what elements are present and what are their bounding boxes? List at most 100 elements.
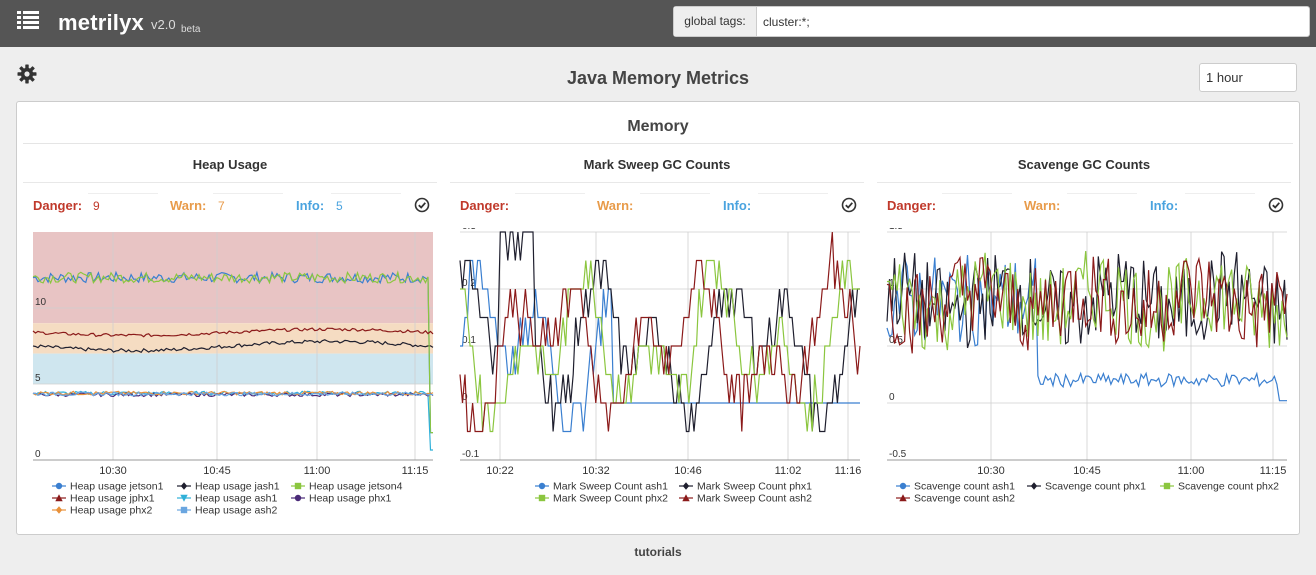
danger-input[interactable] — [515, 193, 585, 217]
series-line — [886, 250, 1288, 352]
y-tick-label: -0.1 — [462, 449, 480, 460]
x-tick-label: 10:45 — [1073, 465, 1101, 477]
y-tick-label: 5 — [35, 373, 41, 384]
time-window-input[interactable] — [1199, 63, 1297, 92]
legend-item[interactable]: Heap usage jetson4 — [309, 481, 403, 493]
panel-title: Memory — [627, 118, 689, 135]
series-line — [886, 254, 1287, 402]
legend-item[interactable]: Heap usage phx2 — [70, 505, 152, 517]
scavenge-chart: -0.5 0 0.5 1 1.5 10:30 10:45 11:00 11:15 Scavenge… — [886, 228, 1288, 505]
x-tick-label: 11:02 — [775, 465, 802, 477]
gear-icon[interactable] — [17, 64, 37, 84]
legend-marker — [180, 494, 188, 502]
legend-item[interactable]: Mark Sweep Count ash1 — [553, 481, 668, 493]
memory-panel: Memory Heap Usage Danger: Warn: Info: 0 5… — [16, 101, 1300, 535]
legend-item[interactable]: Heap usage jetson1 — [70, 481, 164, 493]
x-tick-label: 10:46 — [674, 465, 702, 477]
legend-item[interactable]: Heap usage phx1 — [309, 493, 391, 505]
info-input[interactable] — [331, 193, 401, 217]
y-tick-label: 1.5 — [889, 228, 903, 232]
warn-input[interactable] — [213, 193, 283, 217]
graph-heap-usage: Heap Usage Danger: Warn: Info: 0 5 10 10:30… — [23, 144, 437, 532]
legend-item[interactable]: Scavenge count phx2 — [1178, 481, 1279, 493]
info-band — [33, 353, 433, 384]
global-tags-group: global tags: — [673, 6, 1310, 37]
danger-input[interactable] — [942, 193, 1012, 217]
legend-marker — [180, 506, 188, 514]
danger-label: Danger: — [460, 198, 510, 213]
legend-item[interactable]: Heap usage jphx1 — [70, 493, 155, 505]
menu-list-icon[interactable] — [17, 10, 39, 30]
y-tick-label: 10 — [35, 297, 47, 308]
threshold-bar: Danger: Warn: Info: — [450, 193, 864, 217]
global-tags-label: global tags: — [674, 7, 757, 36]
app-name[interactable]: metrilyx — [58, 10, 144, 35]
series-line — [459, 231, 861, 433]
info-label: Info: — [296, 198, 325, 213]
danger-input[interactable] — [88, 193, 158, 217]
series-line — [32, 270, 433, 434]
x-tick-label: 11:16 — [835, 465, 862, 477]
legend-marker — [1163, 482, 1171, 490]
global-tags-input[interactable] — [758, 7, 1308, 36]
x-tick-label: 10:32 — [582, 465, 610, 477]
series-line — [32, 270, 433, 434]
warn-input[interactable] — [1067, 193, 1137, 217]
y-tick-label: 0 — [35, 449, 41, 460]
warn-label: Warn: — [1024, 198, 1061, 213]
series-line — [32, 327, 434, 338]
y-tick-label: 0.3 — [462, 228, 476, 232]
heap-usage-chart: 0 5 10 10:30 10:45 11:00 11:15 Heap usage jetso… — [32, 232, 434, 517]
panel-divider — [23, 143, 1293, 144]
danger-label: Danger: — [33, 198, 83, 213]
y-tick-label: 1 — [889, 278, 895, 289]
threshold-bar: Danger: Warn: Info: — [23, 193, 437, 217]
apply-check-icon[interactable] — [414, 197, 430, 213]
legend-marker — [538, 494, 546, 502]
graph-divider — [23, 182, 437, 183]
top-navbar: metrilyx v2.0 beta global tags: — [0, 0, 1316, 47]
x-tick-label: 10:22 — [486, 465, 514, 477]
legend-marker — [1030, 482, 1038, 490]
app-tag: beta — [181, 24, 201, 35]
legend-item[interactable]: Heap usage ash2 — [195, 505, 277, 517]
info-input[interactable] — [758, 193, 828, 217]
legend-marker — [294, 482, 302, 490]
legend-marker — [55, 494, 63, 502]
series-line — [886, 255, 1288, 354]
tutorials-link[interactable]: tutorials — [634, 545, 682, 559]
info-input[interactable] — [1185, 193, 1255, 217]
warn-label: Warn: — [170, 198, 207, 213]
y-tick-label: 0.5 — [889, 335, 903, 346]
x-tick-label: 11:00 — [304, 465, 331, 477]
y-tick-label: -0.5 — [889, 449, 907, 460]
warn-label: Warn: — [597, 198, 634, 213]
apply-check-icon[interactable] — [841, 197, 857, 213]
legend-marker — [538, 482, 546, 490]
legend-item[interactable]: Mark Sweep Count ash2 — [697, 493, 812, 505]
y-tick-label: 0 — [889, 392, 895, 403]
page-title: Java Memory Metrics — [566, 68, 750, 88]
legend-item[interactable]: Heap usage ash1 — [195, 493, 277, 505]
graph-divider — [877, 182, 1291, 183]
x-tick-label: 10:30 — [99, 465, 127, 477]
graph-divider — [450, 182, 864, 183]
mark-sweep-chart: -0.100.10.20.310:2210:3210:4611:0211:16M… — [459, 228, 862, 505]
graph-scavenge: Scavenge GC Counts Danger: Warn: Info: -… — [877, 144, 1291, 532]
series-line — [32, 391, 434, 397]
legend-item[interactable]: Mark Sweep Count phx1 — [697, 481, 812, 493]
legend-item[interactable]: Heap usage jash1 — [195, 481, 280, 493]
legend-item[interactable]: Mark Sweep Count phx2 — [553, 493, 668, 505]
x-tick-label: 11:15 — [1260, 465, 1287, 477]
graph-mark-sweep: Mark Sweep GC Counts Danger: Warn: Info:… — [450, 144, 864, 532]
legend-item[interactable]: Scavenge count ash2 — [914, 493, 1015, 505]
apply-check-icon[interactable] — [1268, 197, 1284, 213]
x-tick-label: 11:00 — [1178, 465, 1205, 477]
warn-input[interactable] — [640, 193, 710, 217]
graph-title: Heap Usage — [192, 157, 268, 172]
series-line — [460, 259, 860, 433]
legend-item[interactable]: Scavenge count ash1 — [914, 481, 1015, 493]
legend-item[interactable]: Scavenge count phx1 — [1045, 481, 1146, 493]
graph-title: Mark Sweep GC Counts — [583, 157, 731, 172]
series-line — [32, 339, 434, 354]
